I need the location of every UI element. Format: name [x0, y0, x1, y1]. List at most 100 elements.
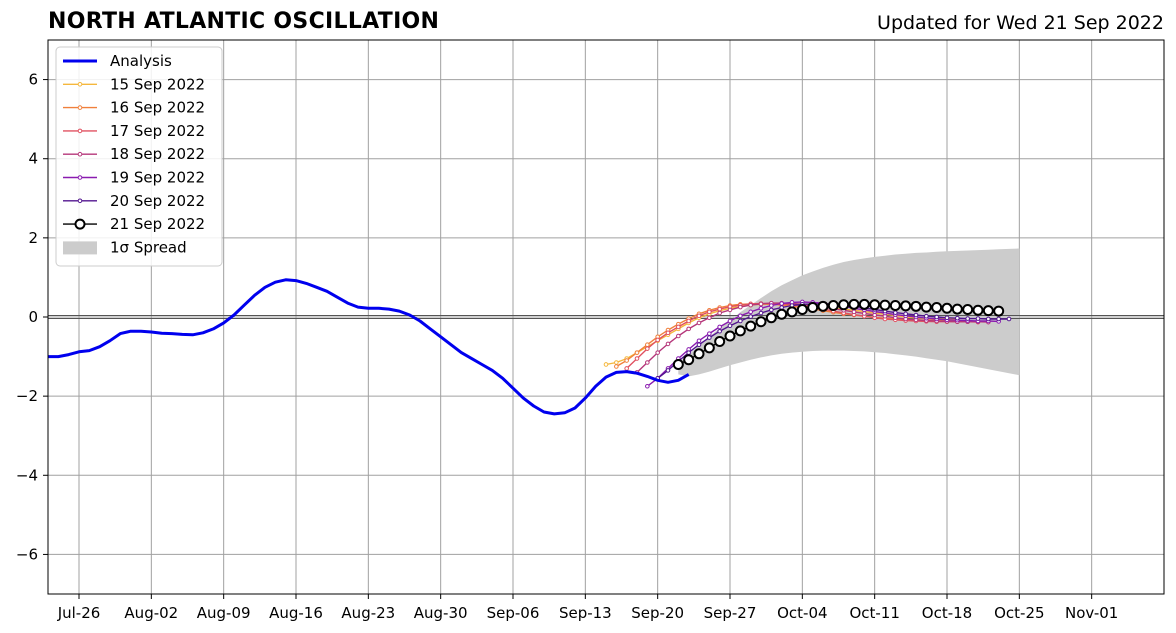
data-point [676, 333, 681, 339]
data-point [665, 341, 671, 347]
data-point [686, 318, 691, 324]
data-point [665, 368, 671, 373]
data-point [693, 348, 705, 360]
x-tick-label: Oct-04 [777, 604, 827, 622]
data-point [755, 316, 767, 328]
chart-legend: Analysis 15 Sep 2022 16 Sep 2022 17 Sep 202… [55, 46, 223, 267]
data-point [962, 303, 974, 315]
data-point [872, 312, 877, 318]
x-tick-label: Jul-26 [57, 604, 101, 622]
x-tick-label: Aug-09 [197, 604, 251, 622]
data-point [634, 356, 640, 361]
y-tick-label: −2 [16, 387, 38, 405]
x-tick-label: Aug-16 [269, 604, 323, 622]
x-tick-label: Aug-02 [124, 604, 178, 622]
data-point [951, 303, 963, 315]
x-tick-label: Oct-25 [994, 604, 1044, 622]
data-point [655, 337, 660, 343]
data-point [1006, 316, 1012, 322]
legend-marker [77, 128, 83, 134]
data-point [727, 307, 733, 313]
data-point [696, 313, 702, 319]
data-point [889, 300, 901, 312]
x-tick-label: Oct-18 [922, 604, 972, 622]
x-axis-ticks: Jul-26 Aug-02 Aug-09 Aug-16 Aug-23 Aug-30 Sep-… [57, 594, 1118, 622]
legend-swatch-spread [63, 241, 97, 255]
data-point [672, 358, 684, 370]
grid-lines [48, 40, 1164, 594]
data-point [614, 360, 619, 365]
x-tick-label: Nov-01 [1065, 604, 1118, 622]
data-point [686, 350, 691, 355]
y-tick-label: 4 [28, 150, 38, 168]
data-point [603, 362, 609, 367]
x-tick-label: Sep-13 [559, 604, 612, 622]
spread-band [678, 248, 1020, 377]
x-tick-label: Aug-30 [414, 604, 468, 622]
forecast-series [603, 298, 1012, 389]
data-point [944, 315, 950, 321]
data-point [707, 309, 712, 315]
legend-label: 18 Sep 2022 [110, 145, 205, 163]
data-point [707, 335, 712, 340]
legend-marker [77, 175, 83, 180]
data-point [893, 310, 898, 315]
data-point [827, 300, 839, 312]
data-point [707, 331, 712, 336]
legend-marker [77, 151, 83, 157]
data-point [955, 315, 960, 321]
data-point [765, 312, 777, 324]
data-point [758, 301, 764, 307]
data-point [913, 312, 919, 318]
x-tick-label: Aug-23 [341, 604, 395, 622]
data-point [776, 308, 788, 320]
data-point [972, 304, 984, 316]
data-point [624, 366, 629, 371]
data-point [727, 323, 733, 329]
data-point [634, 350, 640, 355]
data-point [645, 342, 650, 348]
legend-label: 21 Sep 2022 [110, 215, 205, 233]
data-point [993, 305, 1005, 317]
legend-box [55, 46, 223, 267]
data-point [758, 305, 764, 311]
data-point [996, 316, 1001, 322]
data-point [645, 346, 650, 351]
data-point [920, 301, 932, 313]
data-point [714, 336, 726, 348]
y-tick-label: 6 [28, 71, 38, 89]
data-point [851, 309, 857, 315]
data-point [727, 318, 733, 324]
y-axis-ticks: −6 −4 −2 0 2 4 6 [16, 71, 48, 563]
data-point [879, 299, 891, 311]
data-point [734, 325, 746, 337]
data-point [748, 309, 753, 315]
y-tick-label: −4 [16, 466, 38, 484]
data-point [817, 300, 829, 312]
legend-label: 17 Sep 2022 [110, 122, 205, 140]
data-point [796, 303, 808, 315]
data-point [724, 330, 736, 342]
data-point [707, 315, 712, 321]
data-point [779, 301, 784, 306]
legend-label: 1σ Spread [110, 238, 187, 256]
legend-marker [74, 218, 86, 230]
data-point [748, 302, 753, 308]
x-tick-label: Sep-06 [487, 604, 540, 622]
data-point [941, 302, 953, 314]
data-point [738, 313, 743, 319]
data-point [758, 310, 764, 316]
data-point [665, 330, 671, 336]
data-point [696, 320, 702, 326]
legend-label: 19 Sep 2022 [110, 169, 205, 187]
data-point [965, 316, 970, 321]
data-point [645, 383, 650, 389]
data-point [683, 354, 695, 366]
data-point [717, 328, 722, 334]
data-point [934, 314, 939, 320]
data-point [738, 318, 743, 324]
data-point [982, 305, 994, 317]
data-point [869, 299, 881, 311]
data-point [738, 304, 743, 310]
